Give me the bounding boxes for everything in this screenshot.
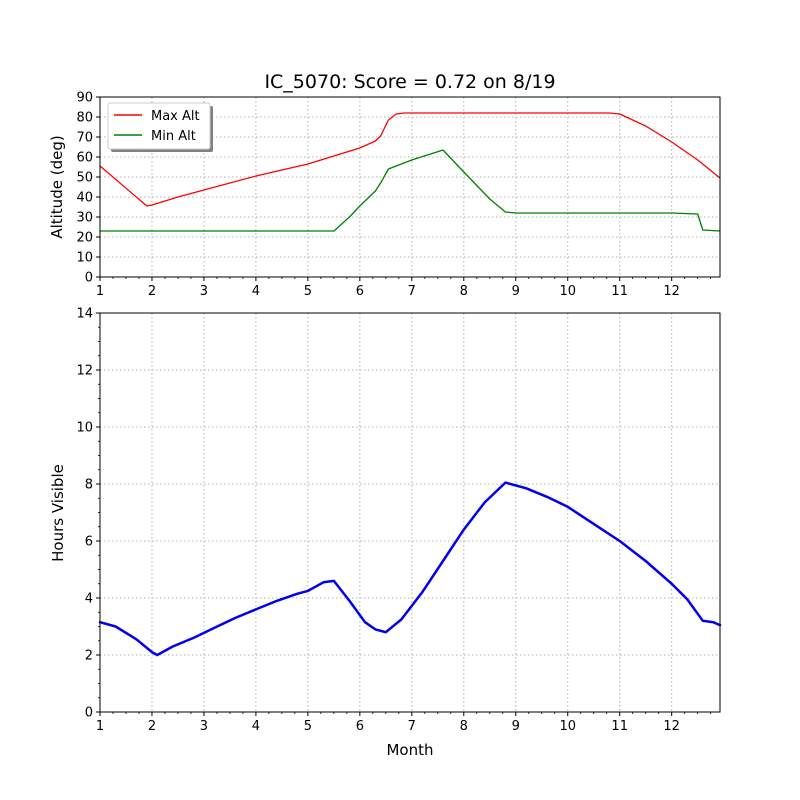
altitude-legend: Max Alt Min Alt bbox=[107, 102, 213, 152]
min-alt-line bbox=[99, 149, 721, 232]
hours-x-tick-label: 11 bbox=[611, 719, 628, 734]
altitude-y-tick-label: 80 bbox=[76, 111, 93, 126]
legend-min-alt-label: Min Alt bbox=[151, 129, 196, 144]
altitude-y-tick-label: 90 bbox=[76, 91, 93, 106]
hours-x-tick-label: 4 bbox=[252, 719, 260, 734]
hours-x-tick-label: 10 bbox=[559, 719, 576, 734]
hours-x-tick-label: 6 bbox=[356, 719, 364, 734]
altitude-x-tick-label: 1 bbox=[96, 284, 104, 299]
hours-x-tick-label: 12 bbox=[663, 719, 680, 734]
altitude-y-tick-label: 70 bbox=[76, 131, 93, 146]
altitude-y-tick-label: 10 bbox=[76, 251, 93, 266]
altitude-y-tick-label: 60 bbox=[76, 151, 93, 166]
altitude-y-tick-label: 0 bbox=[85, 271, 93, 286]
hours-x-label: Month bbox=[386, 741, 433, 759]
hours-x-tick-label: 3 bbox=[200, 719, 208, 734]
altitude-x-tick-label: 11 bbox=[611, 284, 628, 299]
altitude-x-tick-label: 10 bbox=[559, 284, 576, 299]
altitude-x-tick-label: 5 bbox=[304, 284, 312, 299]
altitude-frame bbox=[99, 96, 721, 278]
altitude-x-tick-label: 3 bbox=[200, 284, 208, 299]
altitude-y-tick-label: 20 bbox=[76, 231, 93, 246]
hours-y-tick-label: 10 bbox=[76, 421, 93, 436]
hours-y-tick-label: 6 bbox=[85, 535, 93, 550]
legend-max-alt-label: Max Alt bbox=[151, 109, 200, 124]
altitude-lines bbox=[99, 112, 721, 232]
hours-y-tick-label: 12 bbox=[76, 364, 93, 379]
max-alt-line bbox=[99, 112, 721, 207]
altitude-x-tick-label: 6 bbox=[356, 284, 364, 299]
hours-frame bbox=[99, 312, 721, 713]
hours-y-tick-label: 8 bbox=[85, 478, 93, 493]
hours-y-tick-label: 4 bbox=[85, 592, 93, 607]
hours-x-tick-label: 2 bbox=[148, 719, 156, 734]
hours-x-tick-label: 8 bbox=[460, 719, 468, 734]
hours-x-tick-label: 1 bbox=[96, 719, 104, 734]
hours-grid bbox=[100, 313, 720, 712]
altitude-y-tick-label: 50 bbox=[76, 171, 93, 186]
altitude-y-tick-label: 30 bbox=[76, 211, 93, 226]
hours-y-tick-label: 14 bbox=[76, 307, 93, 322]
altitude-x-tick-label: 8 bbox=[460, 284, 468, 299]
altitude-y-label: Altitude (deg) bbox=[48, 135, 66, 238]
hours-y-tick-label: 0 bbox=[85, 706, 93, 721]
altitude-grid bbox=[100, 97, 720, 277]
hours-x-tick-label: 7 bbox=[408, 719, 416, 734]
altitude-x-tick-label: 2 bbox=[148, 284, 156, 299]
altitude-x-tick-label: 7 bbox=[408, 284, 416, 299]
hours-x-tick-label: 5 bbox=[304, 719, 312, 734]
altitude-x-tick-label: 12 bbox=[663, 284, 680, 299]
hours-y-label: Hours Visible bbox=[49, 464, 67, 562]
altitude-y-tick-label: 40 bbox=[76, 191, 93, 206]
hours-lines bbox=[98, 481, 722, 657]
hours-line bbox=[98, 481, 722, 657]
altitude-x-tick-label: 4 bbox=[252, 284, 260, 299]
altitude-x-tick-label: 9 bbox=[512, 284, 520, 299]
chart-title: IC_5070: Score = 0.72 on 8/19 bbox=[264, 71, 555, 93]
hours-y-tick-label: 2 bbox=[85, 649, 93, 664]
hours-x-tick-label: 9 bbox=[512, 719, 520, 734]
